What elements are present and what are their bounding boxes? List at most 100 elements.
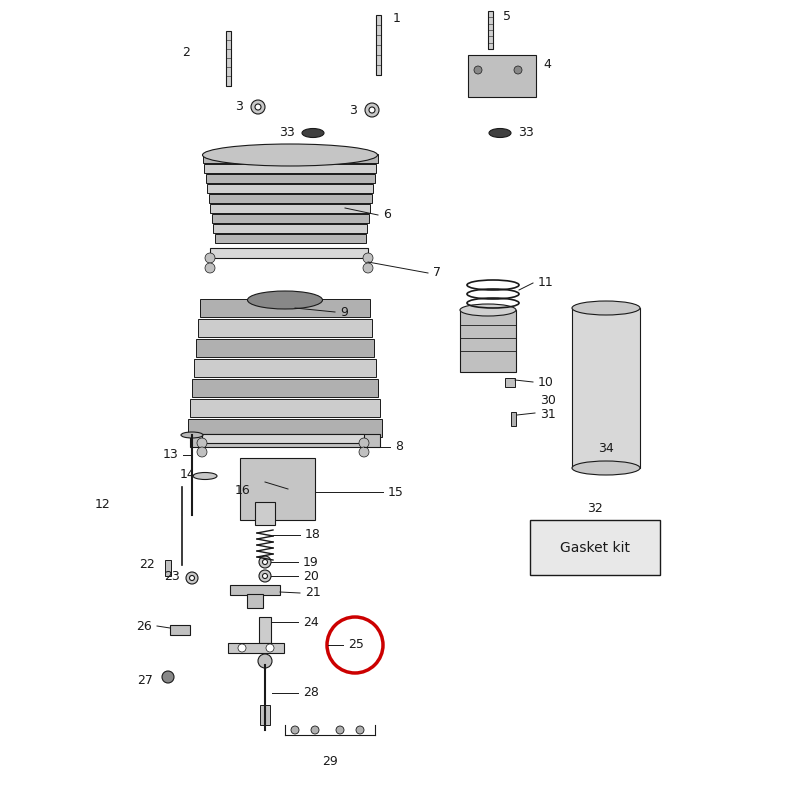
- Circle shape: [251, 100, 265, 114]
- Circle shape: [356, 726, 364, 734]
- Text: 22: 22: [139, 558, 155, 571]
- Text: 9: 9: [340, 306, 348, 318]
- Bar: [194, 359, 376, 377]
- Bar: [259, 617, 271, 643]
- Ellipse shape: [247, 291, 322, 309]
- Text: 10: 10: [538, 375, 554, 389]
- Text: 16: 16: [234, 483, 250, 497]
- Bar: [170, 625, 190, 635]
- Ellipse shape: [302, 129, 324, 138]
- Text: 32: 32: [587, 502, 603, 514]
- Bar: [200, 299, 370, 317]
- Bar: [190, 434, 380, 447]
- Bar: [214, 234, 366, 243]
- Circle shape: [197, 438, 207, 448]
- Text: 33: 33: [279, 126, 295, 139]
- Bar: [210, 204, 370, 213]
- Circle shape: [359, 438, 369, 448]
- Circle shape: [238, 644, 246, 652]
- Bar: [165, 560, 171, 576]
- Bar: [188, 419, 382, 437]
- Bar: [206, 174, 374, 183]
- Bar: [226, 30, 230, 86]
- Text: 3: 3: [235, 101, 243, 114]
- Ellipse shape: [572, 301, 640, 315]
- Bar: [260, 705, 270, 725]
- Circle shape: [363, 253, 373, 263]
- Text: 15: 15: [388, 486, 404, 498]
- Bar: [511, 412, 516, 426]
- Text: 5: 5: [503, 10, 511, 22]
- Text: 13: 13: [162, 449, 178, 462]
- Bar: [192, 379, 378, 397]
- Circle shape: [514, 66, 522, 74]
- Text: 4: 4: [543, 58, 551, 71]
- Bar: [210, 248, 368, 258]
- Circle shape: [311, 726, 319, 734]
- Text: 19: 19: [303, 555, 318, 569]
- Text: 23: 23: [164, 570, 180, 582]
- Text: 20: 20: [303, 570, 319, 582]
- Ellipse shape: [181, 432, 203, 438]
- Bar: [202, 154, 378, 163]
- Bar: [468, 55, 536, 97]
- Circle shape: [365, 103, 379, 117]
- Circle shape: [262, 559, 267, 565]
- Text: 18: 18: [305, 529, 321, 542]
- Circle shape: [205, 263, 215, 273]
- Text: 14: 14: [179, 467, 195, 481]
- Circle shape: [205, 253, 215, 263]
- Bar: [255, 502, 275, 525]
- Bar: [209, 194, 371, 203]
- Circle shape: [255, 104, 261, 110]
- Bar: [213, 224, 367, 233]
- Circle shape: [359, 447, 369, 457]
- Ellipse shape: [193, 473, 217, 479]
- Text: 33: 33: [518, 126, 534, 139]
- Text: 21: 21: [305, 586, 321, 599]
- Text: 30: 30: [540, 394, 556, 406]
- Text: 1: 1: [393, 11, 401, 25]
- Bar: [572, 308, 640, 468]
- Circle shape: [262, 574, 267, 578]
- Bar: [375, 15, 381, 75]
- Bar: [196, 339, 374, 357]
- Text: 11: 11: [538, 277, 554, 290]
- Circle shape: [291, 726, 299, 734]
- Bar: [190, 399, 380, 417]
- Text: 26: 26: [136, 619, 152, 633]
- Text: 7: 7: [433, 266, 441, 279]
- Text: 12: 12: [94, 498, 110, 511]
- Ellipse shape: [572, 461, 640, 475]
- Text: 8: 8: [395, 441, 403, 454]
- Circle shape: [259, 570, 271, 582]
- Circle shape: [190, 575, 194, 581]
- Bar: [487, 11, 493, 49]
- Text: 28: 28: [303, 686, 319, 699]
- Bar: [240, 458, 315, 520]
- Circle shape: [363, 263, 373, 273]
- Text: Gasket kit: Gasket kit: [560, 541, 630, 554]
- Circle shape: [162, 671, 174, 683]
- Circle shape: [336, 726, 344, 734]
- Circle shape: [474, 66, 482, 74]
- Text: 27: 27: [137, 674, 153, 686]
- Bar: [207, 184, 373, 193]
- Text: 29: 29: [322, 755, 338, 768]
- Text: 6: 6: [383, 209, 391, 222]
- Bar: [505, 378, 515, 387]
- Circle shape: [266, 644, 274, 652]
- Ellipse shape: [489, 129, 511, 138]
- Bar: [211, 214, 369, 223]
- Text: 34: 34: [598, 442, 614, 454]
- Circle shape: [258, 654, 272, 668]
- Text: 25: 25: [348, 638, 364, 651]
- Circle shape: [369, 107, 375, 113]
- Bar: [247, 594, 263, 608]
- Bar: [228, 643, 284, 653]
- Bar: [204, 164, 376, 173]
- Bar: [202, 434, 364, 443]
- Ellipse shape: [202, 144, 378, 166]
- Ellipse shape: [460, 304, 516, 316]
- Circle shape: [259, 556, 271, 568]
